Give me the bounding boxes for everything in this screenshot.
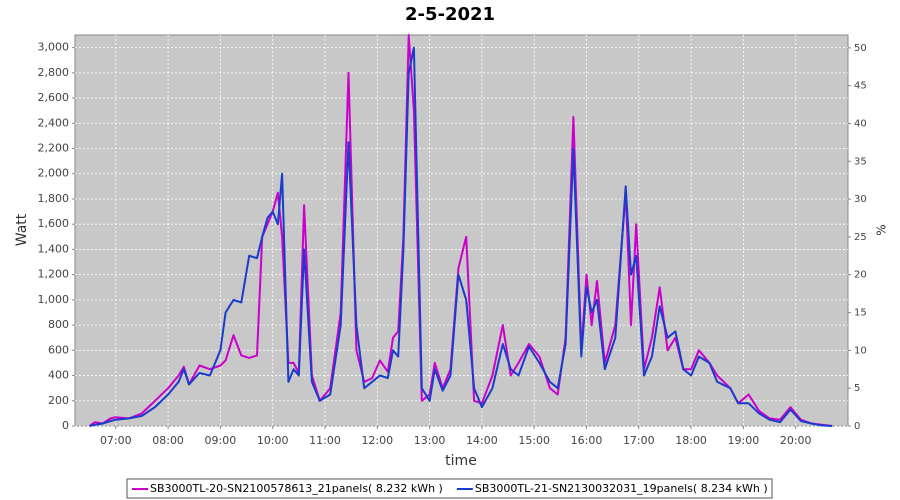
x-tick-label: 20:00	[780, 434, 812, 447]
y-tick-label: 1,600	[38, 217, 70, 230]
y-tick-label: 400	[48, 369, 69, 382]
y2-tick-label: 20	[854, 270, 867, 281]
y-tick-label: 0	[62, 419, 69, 432]
y2-tick-label: 10	[854, 345, 867, 356]
y-tick-label: 2,800	[38, 66, 70, 79]
x-tick-label: 18:00	[675, 434, 707, 447]
x-tick-label: 12:00	[361, 434, 393, 447]
y-tick-label: 1,200	[38, 268, 70, 281]
x-tick-label: 13:00	[414, 434, 446, 447]
y2-tick-label: 0	[854, 421, 860, 432]
y-tick-label: 2,600	[38, 91, 70, 104]
x-tick-label: 19:00	[728, 434, 760, 447]
y-tick-label: 1,400	[38, 242, 70, 255]
legend-label: SB3000TL-21-SN2130032031_19panels( 8.234…	[475, 482, 768, 495]
y2-axis-label: %	[875, 224, 889, 235]
x-tick-label: 15:00	[518, 434, 550, 447]
chart-title: 2-5-2021	[405, 4, 495, 25]
series-line	[89, 46, 833, 427]
x-tick-label: 10:00	[257, 434, 289, 447]
y-tick-label: 1,800	[38, 192, 70, 205]
x-tick-label: 09:00	[205, 434, 237, 447]
y2-tick-label: 35	[854, 156, 867, 167]
y2-tick-label: 25	[854, 232, 867, 243]
y-tick-label: 1,000	[38, 293, 70, 306]
x-tick-label: 11:00	[309, 434, 341, 447]
y-tick-label: 2,400	[38, 116, 70, 129]
x-tick-label: 08:00	[152, 434, 184, 447]
y2-tick-label: 15	[854, 308, 867, 319]
y-axis-label: Watt	[14, 213, 30, 246]
y2-tick-label: 45	[854, 81, 867, 92]
legend-label: SB3000TL-20-SN2100578613_21panels( 8.232…	[150, 482, 443, 495]
y2-tick-label: 40	[854, 118, 867, 129]
x-tick-label: 16:00	[571, 434, 603, 447]
y-tick-label: 2,000	[38, 167, 70, 180]
plot-area	[74, 34, 849, 427]
y2-tick-label: 50	[854, 43, 867, 54]
legend	[126, 478, 773, 499]
y-tick-label: 600	[48, 343, 69, 356]
y-tick-label: 200	[48, 394, 69, 407]
y-tick-label: 800	[48, 318, 69, 331]
x-tick-label: 17:00	[623, 434, 655, 447]
y-tick-label: 3,000	[38, 41, 70, 54]
x-tick-label: 14:00	[466, 434, 498, 447]
x-tick-label: 07:00	[100, 434, 132, 447]
y-tick-label: 2,200	[38, 142, 70, 155]
y2-tick-label: 5	[854, 383, 860, 394]
y2-tick-label: 30	[854, 194, 867, 205]
x-axis-label: time	[445, 453, 477, 469]
